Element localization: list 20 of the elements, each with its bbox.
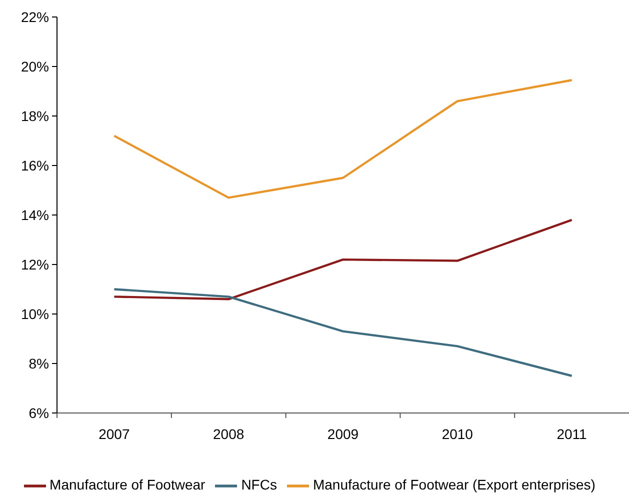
y-tick-label: 10% (20, 306, 49, 322)
y-tick-label: 14% (20, 206, 49, 223)
line-series (113, 218, 573, 300)
line-series (113, 288, 573, 377)
legend-label: Manufacture of Footwear (Export enterprises) (312, 476, 596, 493)
y-tick-label: 18% (20, 108, 49, 124)
x-tick-label: 2009 (327, 426, 359, 442)
y-tick-label: 20% (20, 58, 49, 74)
y-tick-label: 22% (20, 8, 49, 25)
x-tick-label: 2010 (442, 426, 474, 442)
line-series (113, 79, 573, 199)
y-tick-label: 8% (28, 355, 49, 372)
legend-label: Manufacture of Footwear (50, 476, 206, 493)
x-tick-label: 2011 (556, 426, 588, 442)
y-tick-label: 6% (28, 404, 49, 421)
x-tick-label: 2007 (98, 426, 130, 442)
legend-label: NFCs (241, 476, 277, 493)
x-tick-label: 2008 (213, 426, 244, 442)
y-tick-label: 16% (20, 157, 49, 174)
y-tick-label: 12% (20, 256, 49, 272)
